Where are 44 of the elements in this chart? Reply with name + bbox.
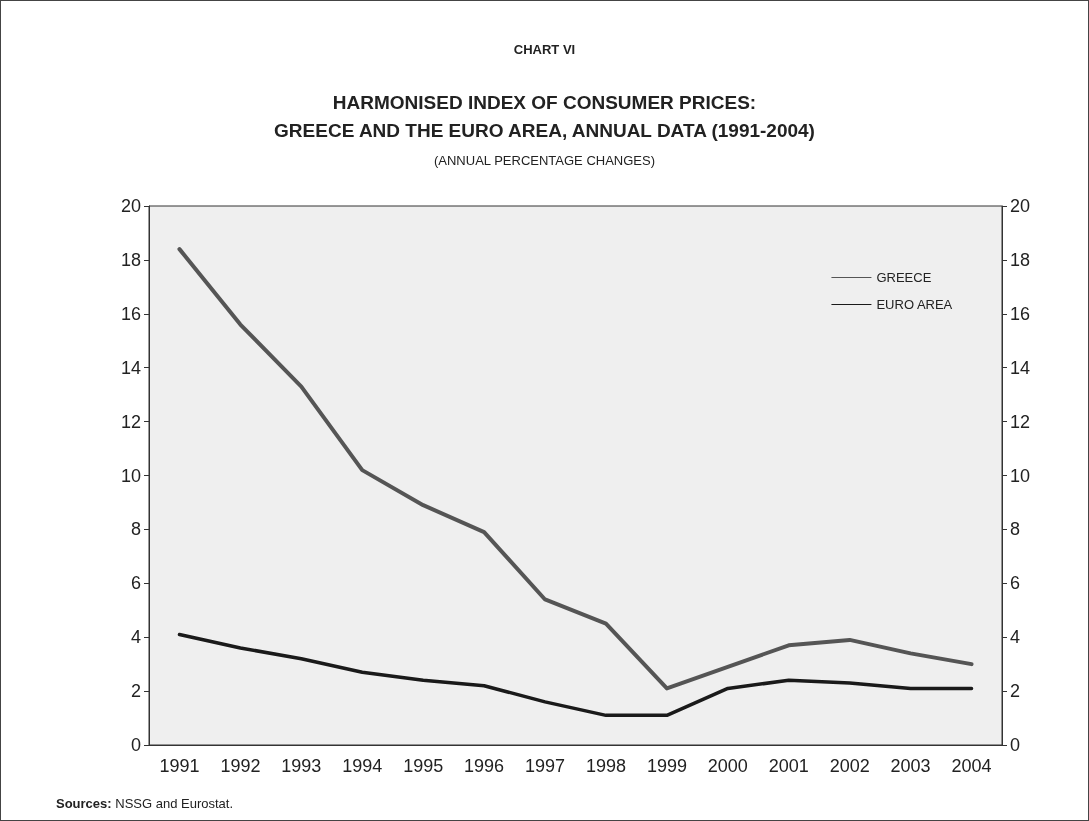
y-tick-label: 16 <box>120 303 141 324</box>
text: CHART VI <box>513 42 576 57</box>
x-tick-label: 1996 <box>464 756 505 776</box>
y-tick-label: 6 <box>130 573 141 594</box>
x-tick-label: 2001 <box>768 756 809 776</box>
x-tick-label: 1995 <box>403 756 444 776</box>
y-tick-label: 0 <box>130 735 141 755</box>
y2-tick-label: 0 <box>1010 735 1021 755</box>
y2-tick-label: 20 <box>1010 196 1031 216</box>
y-tick-label: 8 <box>130 519 141 540</box>
line-series <box>177 632 974 718</box>
source-note: Sources: NSSG and Eurostat. <box>56 796 234 811</box>
chart-title: HARMONISED INDEX OF CONSUMER PRICES: GREECE AND THE EURO AREA, ANNUAL DATA (1991-2004) <box>274 91 815 141</box>
y2-tick-label: 16 <box>1010 303 1031 324</box>
x-tick-label: 2004 <box>951 756 992 776</box>
y-tick-label: 14 <box>120 357 141 378</box>
y2-tick-label: 18 <box>1010 249 1031 270</box>
x-tick-label: 1991 <box>159 756 200 776</box>
x-tick-label: 2002 <box>829 756 870 776</box>
y2-tick-label: 2 <box>1010 681 1021 702</box>
chart-subtitle: (ANNUAL PERCENTAGE CHANGES) <box>433 153 656 168</box>
y-tick-label: 4 <box>130 627 141 648</box>
y2-tick-label: 8 <box>1010 519 1021 540</box>
line-series <box>177 247 974 691</box>
y2-tick-label: 6 <box>1010 573 1021 594</box>
x-tick-label: 1997 <box>525 756 566 776</box>
y2-tick-label: 12 <box>1010 411 1031 432</box>
x-tick-label: 1994 <box>342 756 383 776</box>
y-tick-label: 10 <box>120 465 141 486</box>
x-tick-label: 2000 <box>707 756 748 776</box>
y-tick-label: 2 <box>130 681 141 702</box>
x-tick-label: 1993 <box>281 756 322 776</box>
x-tick-label: 2003 <box>890 756 931 776</box>
y-tick-label: 18 <box>120 249 141 270</box>
y2-tick-label: 10 <box>1010 465 1031 486</box>
legend-label: EURO AREA <box>876 297 953 312</box>
x-tick-label: 1992 <box>220 756 261 776</box>
y-tick-label: 20 <box>120 196 141 216</box>
y-tick-label: 12 <box>120 411 141 432</box>
x-tick-label: 1999 <box>646 756 687 776</box>
legend-label: GREECE <box>876 270 932 285</box>
x-tick-label: 1998 <box>585 756 626 776</box>
y2-tick-label: 4 <box>1010 627 1021 648</box>
y2-tick-label: 14 <box>1010 357 1031 378</box>
